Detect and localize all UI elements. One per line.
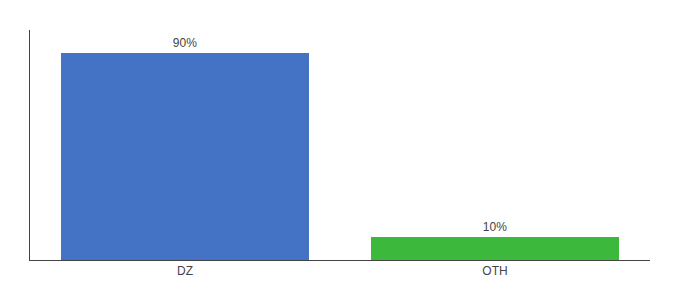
svg-text:90%: 90% bbox=[173, 36, 197, 50]
svg-text:DZ: DZ bbox=[177, 264, 193, 278]
svg-text:10%: 10% bbox=[483, 220, 507, 234]
svg-text:OTH: OTH bbox=[482, 264, 507, 278]
